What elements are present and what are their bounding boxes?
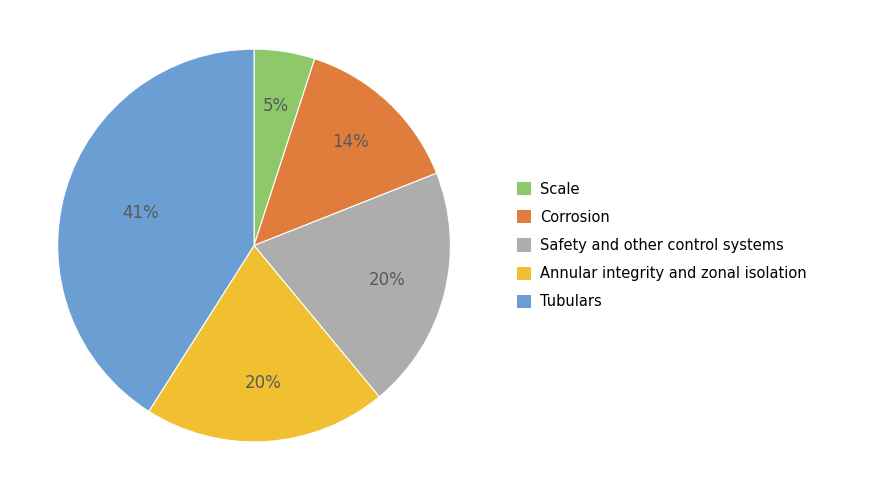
Text: 20%: 20% — [244, 374, 281, 392]
Legend: Scale, Corrosion, Safety and other control systems, Annular integrity and zonal : Scale, Corrosion, Safety and other contr… — [517, 182, 807, 309]
Wedge shape — [254, 59, 436, 246]
Wedge shape — [254, 173, 450, 397]
Wedge shape — [149, 246, 379, 442]
Text: 14%: 14% — [333, 134, 369, 151]
Text: 5%: 5% — [263, 97, 289, 115]
Wedge shape — [254, 49, 314, 246]
Text: 41%: 41% — [123, 204, 159, 221]
Text: 20%: 20% — [369, 271, 406, 289]
Wedge shape — [58, 49, 254, 411]
